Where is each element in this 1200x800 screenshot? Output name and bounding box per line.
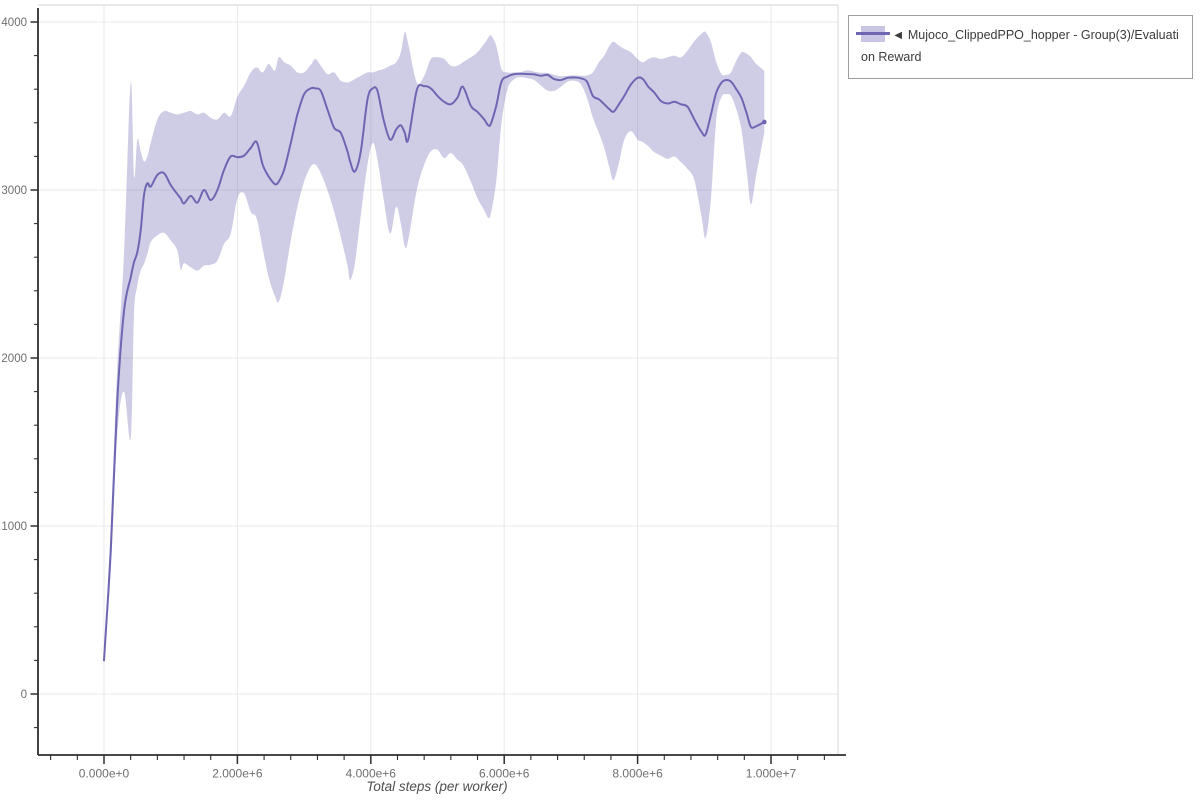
series-swatch-icon (856, 26, 890, 42)
x-axis-title: Total steps (per worker) (366, 779, 507, 794)
svg-text:6.000e+6: 6.000e+6 (479, 767, 530, 781)
svg-text:1.000e+7: 1.000e+7 (746, 767, 797, 781)
plot-border (38, 4, 839, 755)
confidence-band (104, 31, 765, 661)
last-point-marker (762, 119, 767, 125)
x-tick-labels: 0.000e+0 2.000e+6 4.000e+6 6.000e+6 8.000e+6… (79, 767, 797, 781)
mean-line (103, 72, 767, 662)
svg-text:1000: 1000 (1, 521, 27, 533)
tick-marks (30, 21, 825, 764)
svg-text:3000: 3000 (1, 185, 27, 197)
svg-text:2.000e+6: 2.000e+6 (212, 767, 263, 781)
legend-label: ◄ Mujoco_ClippedPPO_hopper - Group(3)/Ev… (861, 28, 1179, 64)
svg-text:0: 0 (21, 689, 27, 701)
svg-text:Total steps (per worker): Total steps (per worker) (366, 779, 507, 794)
legend-item-evaluation-reward[interactable]: ◄ Mujoco_ClippedPPO_hopper - Group(3)/Ev… (849, 16, 1192, 78)
gridlines (38, 5, 838, 755)
svg-text:0.000e+0: 0.000e+0 (79, 767, 130, 781)
svg-text:8.000e+6: 8.000e+6 (612, 767, 663, 781)
svg-text:4.000e+6: 4.000e+6 (346, 767, 397, 781)
svg-text:4000: 4000 (1, 17, 27, 29)
svg-text:2000: 2000 (1, 353, 27, 365)
y-tick-labels: 0 1000 2000 3000 4000 (1, 17, 27, 701)
axes (37, 8, 846, 756)
legend: ◄ Mujoco_ClippedPPO_hopper - Group(3)/Ev… (848, 15, 1193, 79)
